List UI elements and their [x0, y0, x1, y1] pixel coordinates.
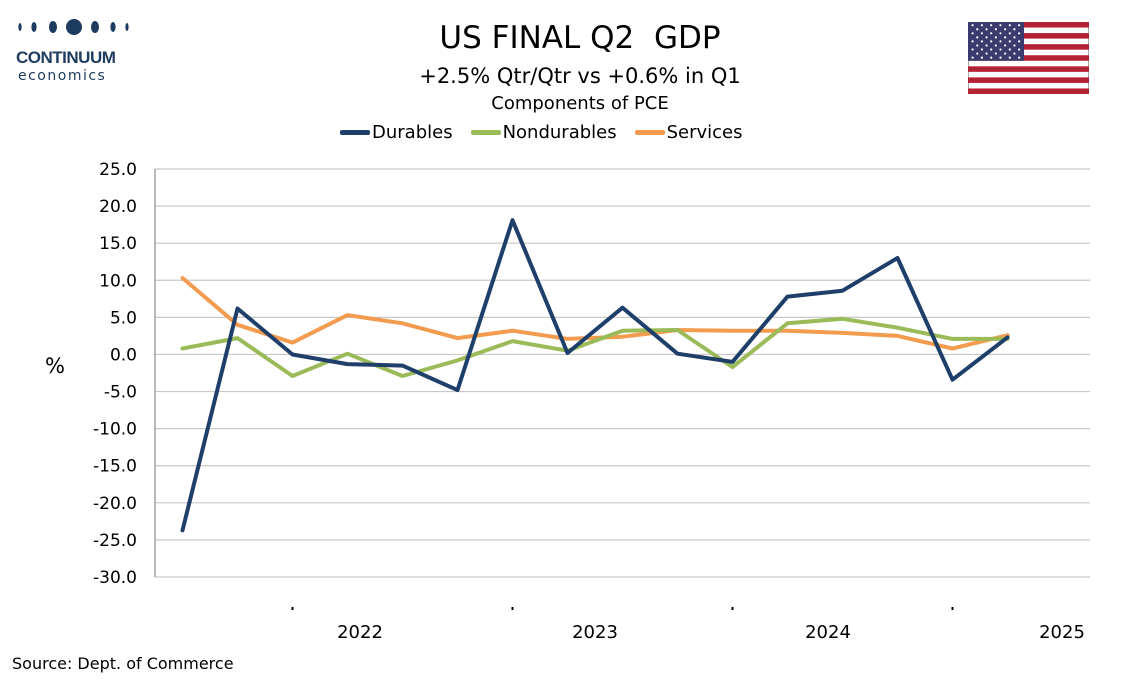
- y-tick-label: -5.0: [104, 383, 137, 403]
- legend-label-durables: Durables: [372, 121, 453, 143]
- legend-swatch-nondurables: [470, 129, 501, 135]
- y-tick-label: 15.0: [99, 234, 137, 254]
- legend-swatch-services: [634, 129, 665, 135]
- legend-item-nondurables: Nondurables: [470, 121, 617, 143]
- x-year-label: 2025: [1039, 622, 1085, 643]
- series-line-nondurables: [180, 316, 1010, 378]
- us-flag-icon: [968, 22, 1089, 94]
- chart-subtitle: +2.5% Qtr/Qtr vs +0.6% in Q1: [419, 64, 741, 88]
- logo-name: CONTINUUM: [16, 48, 116, 67]
- x-tick-mark: [511, 607, 514, 610]
- legend-item-durables: Durables: [340, 122, 453, 143]
- chart-subtitle-components: Components of PCE: [491, 93, 669, 114]
- y-tick-label: 25.0: [99, 160, 137, 180]
- x-tick-mark: [731, 607, 734, 610]
- series-line-durables: [180, 218, 1010, 533]
- series-line-services: [180, 276, 1010, 351]
- chart-title: US FINAL Q2 GDP: [439, 20, 721, 56]
- legend-label-services: Services: [666, 121, 743, 143]
- logo-dots-icon: [18, 19, 129, 35]
- x-year-label: 2022: [337, 622, 383, 643]
- y-tick-label: -30.0: [93, 568, 137, 588]
- y-tick-label: 0.0: [110, 345, 137, 365]
- y-tick-label: 10.0: [99, 271, 137, 291]
- x-tick-mark: [291, 607, 294, 610]
- x-year-label: 2024: [805, 622, 851, 643]
- legend-item-services: Services: [634, 121, 743, 143]
- x-tick-mark: [951, 607, 954, 610]
- x-year-label: 2023: [572, 622, 618, 643]
- y-tick-label: -20.0: [93, 494, 137, 514]
- y-tick-label: 5.0: [110, 308, 137, 328]
- y-tick-label: -10.0: [93, 420, 137, 440]
- continuum-logo: CONTINUUM economics: [10, 12, 140, 84]
- y-tick-label: -25.0: [93, 531, 137, 551]
- y-axis-label: %: [45, 354, 65, 378]
- y-tick-label: -15.0: [93, 457, 137, 477]
- source-note: Source: Dept. of Commerce: [12, 654, 234, 673]
- legend-label-nondurables: Nondurables: [502, 121, 617, 143]
- legend-swatch-durables: [340, 129, 370, 135]
- y-tick-label: 20.0: [99, 197, 137, 217]
- chart-legend: Durables Nondurables Services: [340, 120, 761, 144]
- logo-subtitle: economics: [18, 68, 107, 84]
